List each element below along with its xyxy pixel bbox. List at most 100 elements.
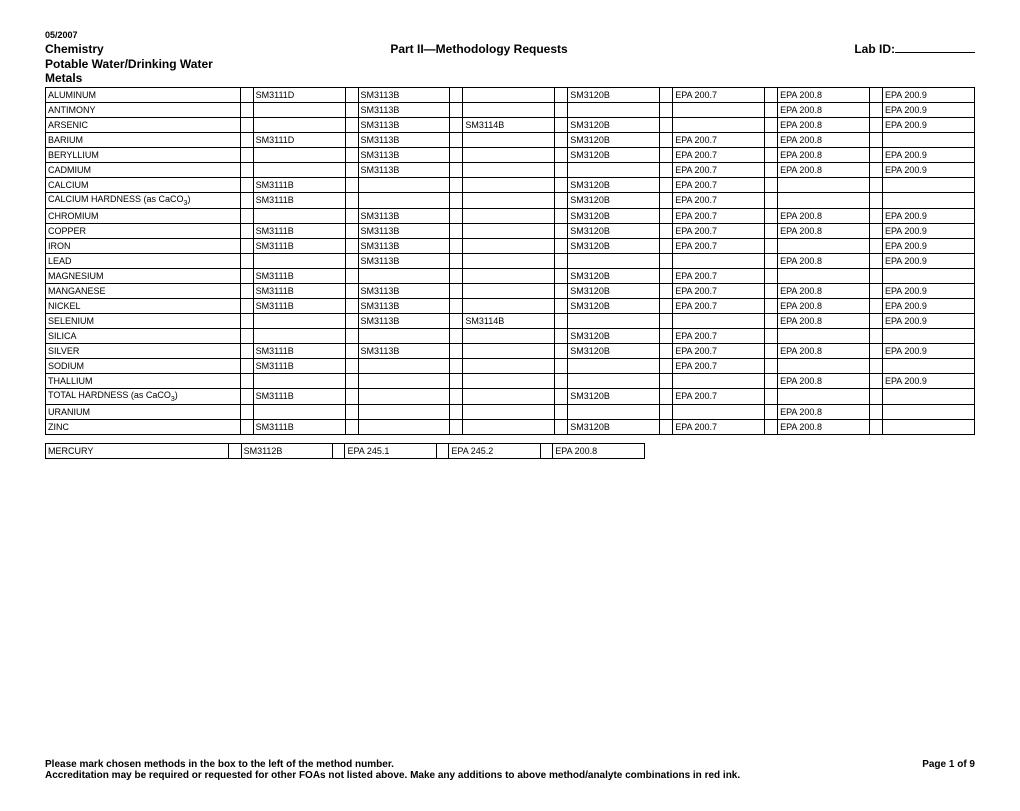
method-checkbox[interactable] bbox=[870, 328, 883, 343]
method-checkbox[interactable] bbox=[555, 283, 568, 298]
method-checkbox[interactable] bbox=[555, 118, 568, 133]
method-checkbox[interactable] bbox=[450, 163, 463, 178]
method-checkbox[interactable] bbox=[660, 208, 673, 223]
method-checkbox[interactable] bbox=[450, 208, 463, 223]
method-checkbox[interactable] bbox=[870, 343, 883, 358]
method-checkbox[interactable] bbox=[765, 88, 778, 103]
method-checkbox[interactable] bbox=[765, 298, 778, 313]
method-checkbox[interactable] bbox=[240, 118, 253, 133]
method-checkbox[interactable] bbox=[240, 373, 253, 388]
method-checkbox[interactable] bbox=[450, 148, 463, 163]
method-checkbox[interactable] bbox=[240, 148, 253, 163]
method-checkbox[interactable] bbox=[660, 419, 673, 434]
method-checkbox[interactable] bbox=[345, 343, 358, 358]
method-checkbox[interactable] bbox=[450, 103, 463, 118]
method-checkbox[interactable] bbox=[870, 373, 883, 388]
method-checkbox[interactable] bbox=[345, 103, 358, 118]
method-checkbox[interactable] bbox=[345, 208, 358, 223]
method-checkbox[interactable] bbox=[345, 178, 358, 193]
method-checkbox[interactable] bbox=[660, 313, 673, 328]
method-checkbox[interactable] bbox=[240, 419, 253, 434]
method-checkbox[interactable] bbox=[870, 253, 883, 268]
method-checkbox[interactable] bbox=[345, 148, 358, 163]
method-checkbox[interactable] bbox=[555, 298, 568, 313]
method-checkbox[interactable] bbox=[870, 358, 883, 373]
method-checkbox[interactable] bbox=[660, 373, 673, 388]
method-checkbox[interactable] bbox=[870, 133, 883, 148]
method-checkbox[interactable] bbox=[660, 253, 673, 268]
method-checkbox[interactable] bbox=[240, 208, 253, 223]
method-checkbox[interactable] bbox=[870, 313, 883, 328]
method-checkbox[interactable] bbox=[660, 223, 673, 238]
method-checkbox[interactable] bbox=[765, 163, 778, 178]
method-checkbox[interactable] bbox=[345, 404, 358, 419]
method-checkbox[interactable] bbox=[345, 373, 358, 388]
method-checkbox[interactable] bbox=[765, 238, 778, 253]
method-checkbox[interactable] bbox=[345, 358, 358, 373]
method-checkbox[interactable] bbox=[345, 133, 358, 148]
method-checkbox[interactable] bbox=[450, 283, 463, 298]
method-checkbox[interactable] bbox=[555, 133, 568, 148]
method-checkbox[interactable] bbox=[555, 238, 568, 253]
method-checkbox[interactable] bbox=[345, 313, 358, 328]
method-checkbox[interactable] bbox=[345, 238, 358, 253]
method-checkbox[interactable] bbox=[240, 238, 253, 253]
method-checkbox[interactable] bbox=[660, 193, 673, 209]
method-checkbox[interactable] bbox=[555, 208, 568, 223]
method-checkbox[interactable] bbox=[765, 118, 778, 133]
method-checkbox[interactable] bbox=[765, 193, 778, 209]
method-checkbox[interactable] bbox=[555, 268, 568, 283]
method-checkbox[interactable] bbox=[450, 343, 463, 358]
method-checkbox[interactable] bbox=[450, 328, 463, 343]
method-checkbox[interactable] bbox=[345, 419, 358, 434]
method-checkbox[interactable] bbox=[333, 443, 345, 458]
method-checkbox[interactable] bbox=[555, 163, 568, 178]
method-checkbox[interactable] bbox=[765, 373, 778, 388]
method-checkbox[interactable] bbox=[450, 193, 463, 209]
method-checkbox[interactable] bbox=[240, 388, 253, 404]
method-checkbox[interactable] bbox=[240, 313, 253, 328]
method-checkbox[interactable] bbox=[345, 283, 358, 298]
method-checkbox[interactable] bbox=[450, 238, 463, 253]
method-checkbox[interactable] bbox=[555, 313, 568, 328]
method-checkbox[interactable] bbox=[870, 283, 883, 298]
method-checkbox[interactable] bbox=[660, 358, 673, 373]
method-checkbox[interactable] bbox=[240, 88, 253, 103]
method-checkbox[interactable] bbox=[555, 88, 568, 103]
method-checkbox[interactable] bbox=[240, 253, 253, 268]
method-checkbox[interactable] bbox=[765, 208, 778, 223]
method-checkbox[interactable] bbox=[660, 328, 673, 343]
method-checkbox[interactable] bbox=[765, 358, 778, 373]
method-checkbox[interactable] bbox=[240, 358, 253, 373]
method-checkbox[interactable] bbox=[870, 193, 883, 209]
method-checkbox[interactable] bbox=[870, 103, 883, 118]
method-checkbox[interactable] bbox=[541, 443, 553, 458]
method-checkbox[interactable] bbox=[660, 298, 673, 313]
method-checkbox[interactable] bbox=[555, 419, 568, 434]
method-checkbox[interactable] bbox=[765, 283, 778, 298]
method-checkbox[interactable] bbox=[765, 148, 778, 163]
method-checkbox[interactable] bbox=[240, 193, 253, 209]
method-checkbox[interactable] bbox=[240, 103, 253, 118]
method-checkbox[interactable] bbox=[870, 148, 883, 163]
method-checkbox[interactable] bbox=[345, 223, 358, 238]
method-checkbox[interactable] bbox=[870, 404, 883, 419]
method-checkbox[interactable] bbox=[555, 373, 568, 388]
method-checkbox[interactable] bbox=[870, 118, 883, 133]
method-checkbox[interactable] bbox=[450, 178, 463, 193]
method-checkbox[interactable] bbox=[345, 388, 358, 404]
method-checkbox[interactable] bbox=[240, 298, 253, 313]
method-checkbox[interactable] bbox=[765, 133, 778, 148]
method-checkbox[interactable] bbox=[450, 268, 463, 283]
method-checkbox[interactable] bbox=[660, 133, 673, 148]
method-checkbox[interactable] bbox=[345, 298, 358, 313]
method-checkbox[interactable] bbox=[450, 419, 463, 434]
method-checkbox[interactable] bbox=[555, 343, 568, 358]
method-checkbox[interactable] bbox=[450, 313, 463, 328]
method-checkbox[interactable] bbox=[450, 298, 463, 313]
method-checkbox[interactable] bbox=[450, 133, 463, 148]
method-checkbox[interactable] bbox=[765, 103, 778, 118]
method-checkbox[interactable] bbox=[870, 163, 883, 178]
method-checkbox[interactable] bbox=[765, 223, 778, 238]
method-checkbox[interactable] bbox=[870, 238, 883, 253]
